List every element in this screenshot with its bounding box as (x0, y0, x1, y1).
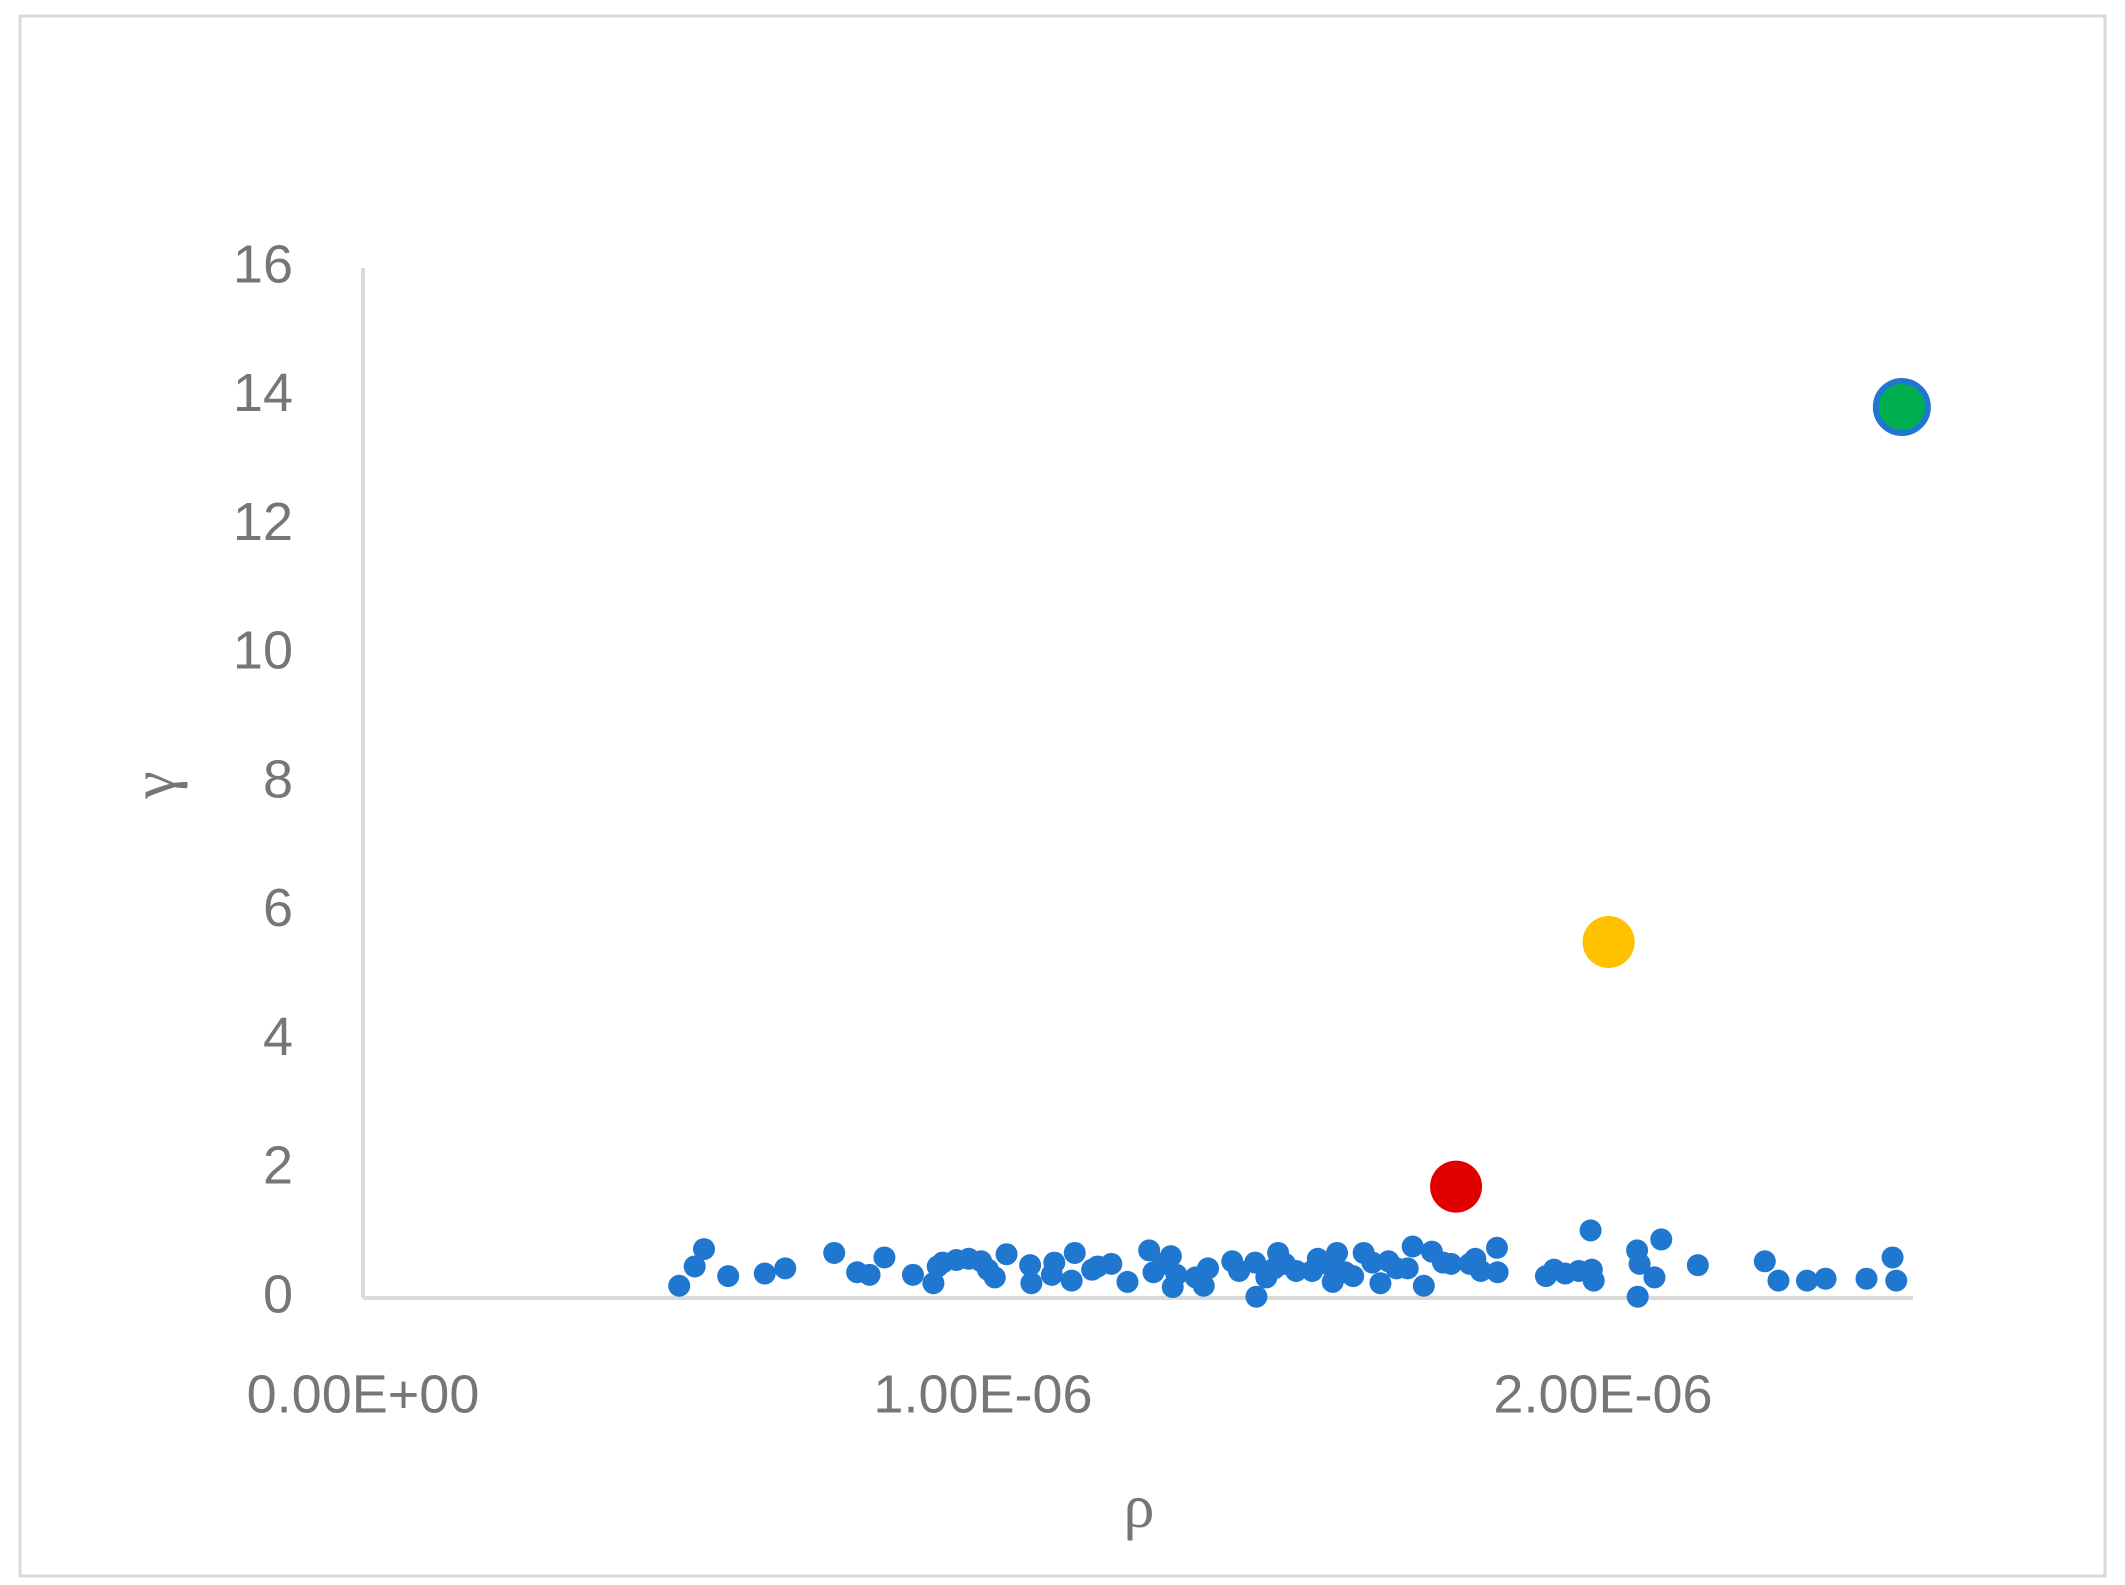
data-point (1285, 1259, 1308, 1282)
data-point (1795, 1269, 1818, 1292)
data-point (1814, 1267, 1837, 1290)
data-point (1245, 1285, 1268, 1308)
y-tick-label: 6 (263, 878, 293, 938)
data-point (1361, 1251, 1384, 1274)
data-point (1192, 1274, 1215, 1297)
data-point (683, 1255, 706, 1278)
data-point (901, 1263, 924, 1286)
data-point (1412, 1274, 1435, 1297)
data-point (1342, 1265, 1365, 1288)
data-point (668, 1274, 691, 1297)
data-point (1628, 1252, 1651, 1275)
x-axis-title: ρ (1124, 1473, 1155, 1541)
data-point (823, 1241, 846, 1264)
data-point (1401, 1235, 1424, 1258)
data-point (1686, 1254, 1709, 1277)
data-point (922, 1272, 945, 1295)
data-point (1486, 1261, 1509, 1284)
data-point (1469, 1259, 1492, 1282)
data-point (1396, 1257, 1419, 1280)
data-point (1165, 1263, 1188, 1286)
x-tick-label: 0.00E+00 (247, 1364, 480, 1424)
y-tick-label: 0 (263, 1264, 293, 1324)
y-tick-label: 12 (233, 492, 293, 552)
y-tick-label: 8 (263, 749, 293, 809)
x-tick-label: 1.00E-06 (873, 1364, 1092, 1424)
x-tick-label: 2.00E-06 (1493, 1364, 1712, 1424)
data-point (1643, 1266, 1666, 1289)
data-point (1138, 1239, 1161, 1262)
data-point (1116, 1270, 1139, 1293)
data-point (1100, 1252, 1123, 1275)
chart-frame (18, 14, 2107, 1578)
data-point (1369, 1272, 1392, 1295)
data-point (1582, 916, 1635, 969)
data-point (1020, 1272, 1043, 1295)
data-point (1197, 1257, 1220, 1280)
data-point (1019, 1254, 1042, 1277)
data-point (995, 1243, 1018, 1266)
data-point (774, 1257, 797, 1280)
data-point (1430, 1160, 1483, 1213)
data-point (1063, 1241, 1086, 1264)
data-point (1043, 1251, 1066, 1274)
data-point (1650, 1228, 1673, 1251)
y-tick-label: 2 (263, 1136, 293, 1196)
data-point (1626, 1285, 1649, 1308)
data-point (693, 1238, 715, 1261)
data-point (1326, 1241, 1349, 1264)
y-tick-label: 10 (233, 621, 293, 681)
data-point (753, 1262, 776, 1285)
data-point (1579, 1219, 1602, 1242)
y-axis-title: γ (120, 771, 188, 799)
data-point (1855, 1267, 1878, 1290)
data-point (858, 1263, 881, 1286)
data-point (1753, 1250, 1776, 1273)
y-tick-label: 4 (263, 1007, 293, 1067)
data-point (1228, 1259, 1251, 1282)
data-point (1885, 1269, 1908, 1292)
data-point (1440, 1252, 1463, 1275)
data-point (1881, 1246, 1904, 1269)
y-tick-label: 16 (233, 234, 293, 294)
data-point (983, 1266, 1006, 1289)
data-point (1872, 378, 1931, 437)
data-point (1060, 1269, 1083, 1292)
data-point (873, 1246, 896, 1269)
data-point (1582, 1269, 1605, 1292)
data-point (717, 1265, 740, 1288)
data-point (1767, 1269, 1790, 1292)
data-point (1159, 1245, 1182, 1268)
y-tick-label: 14 (233, 363, 293, 423)
data-point (1485, 1236, 1508, 1259)
